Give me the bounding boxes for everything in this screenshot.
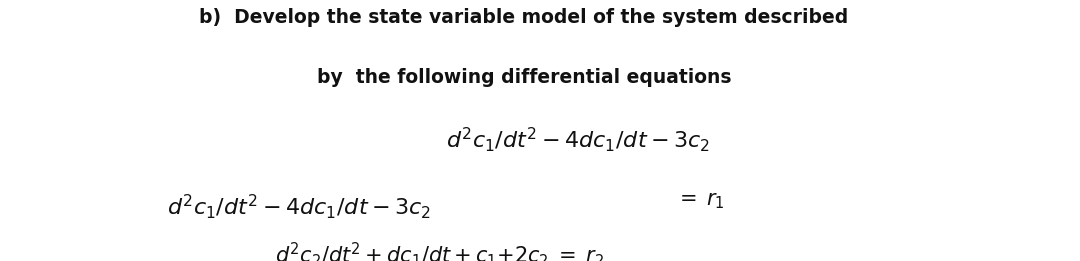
Text: $d^2c_1/dt^2 - 4dc_1/dt - 3c_2$: $d^2c_1/dt^2 - 4dc_1/dt - 3c_2$ — [167, 192, 431, 221]
Text: $d^2c_2/dt^2 + dc_1/dt + c_1{+}2c_2 \; = \; r_2$: $d^2c_2/dt^2 + dc_1/dt + c_1{+}2c_2 \; =… — [275, 240, 605, 261]
Text: $= \; r_1$: $= \; r_1$ — [675, 192, 725, 211]
Text: $d^2c_1/dt^2 - 4dc_1/dt - 3c_2$: $d^2c_1/dt^2 - 4dc_1/dt - 3c_2$ — [446, 125, 710, 154]
Text: by  the following differential equations: by the following differential equations — [316, 68, 731, 87]
Text: b)  Develop the state variable model of the system described: b) Develop the state variable model of t… — [199, 8, 849, 27]
